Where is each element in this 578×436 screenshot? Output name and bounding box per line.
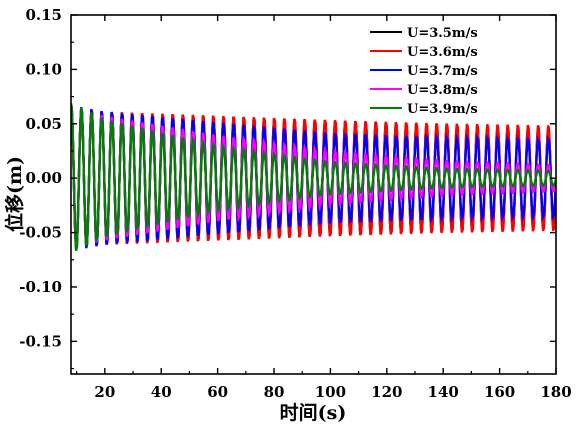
y-tick-label: 0.05 [25,115,62,133]
y-axis-title: 位移(m) [3,156,26,232]
legend-item: U=3.9m/s [370,102,478,117]
y-tick-label: 0.15 [25,6,62,24]
series-line-5 [71,102,556,252]
legend-label: U=3.9m/s [407,102,478,117]
y-tick-label: -0.10 [19,278,62,296]
legend: U=3.5m/s U=3.6m/s U=3.7m/s U=3.8m/s U=3.9m/s [370,26,478,117]
x-tick-label: 60 [207,383,228,401]
y-tick-label: 0.00 [25,169,62,187]
legend-label: U=3.5m/s [407,26,478,41]
x-tick-label: 180 [540,383,571,401]
axis-layer: 20 40 60 80 100 120 140 160 180 0.15 0.10 0.05 0.00 -… [19,6,571,401]
y-tick-label: -0.15 [19,332,62,350]
legend-label: U=3.8m/s [407,83,478,98]
x-tick-label: 20 [94,383,115,401]
plot-frame [70,14,557,375]
legend-label: U=3.7m/s [407,64,478,79]
legend-item: U=3.8m/s [370,83,478,98]
x-tick-label: 100 [315,383,346,401]
y-tick-label: -0.05 [19,224,62,242]
legend-label: U=3.6m/s [407,45,478,60]
legend-item: U=3.6m/s [370,45,478,60]
x-axis-title: 时间(s) [280,402,347,424]
series-layer [71,102,556,252]
x-tick-label: 40 [151,383,172,401]
y-tick-label: 0.10 [25,60,62,78]
legend-item: U=3.7m/s [370,64,478,79]
x-tick-label: 160 [484,383,515,401]
legend-item: U=3.5m/s [370,26,478,41]
x-tick-label: 120 [371,383,402,401]
x-tick-label: 80 [264,383,285,401]
x-tick-label: 140 [428,383,459,401]
